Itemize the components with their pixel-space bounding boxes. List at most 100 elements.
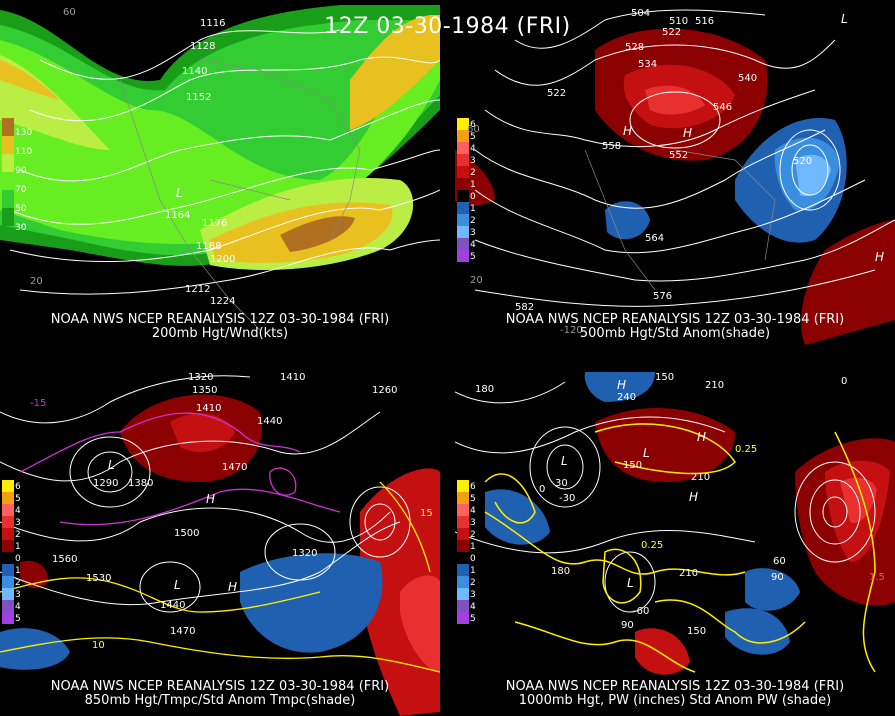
colorbar-850	[2, 480, 14, 624]
high-marker: H	[697, 430, 707, 444]
contour-label: 510	[669, 16, 689, 27]
height-contours-200	[9, 29, 440, 295]
jet-band-ne	[350, 15, 440, 130]
low-marker: L	[561, 454, 568, 468]
contour-label: 1140	[182, 66, 208, 77]
caption-1000: NOAA NWS NCEP REANALYSIS 12Z 03-30-1984 …	[505, 679, 845, 708]
high-marker: H	[683, 126, 693, 140]
temp-label: 15	[420, 508, 433, 519]
contour-label: 0	[841, 376, 848, 387]
temp-label: -15	[30, 398, 47, 409]
warm-anomaly-east-850-core	[400, 575, 440, 672]
coastlines-500	[584, 149, 776, 291]
contour-label: 1560	[52, 554, 78, 565]
contour-label: 1116	[200, 18, 226, 29]
contour-label: 150	[655, 372, 675, 383]
contour-label: 1164	[165, 210, 191, 221]
high-marker: H	[228, 580, 238, 594]
map-500mb	[455, 9, 895, 345]
high-marker: H	[623, 124, 633, 138]
caption-500: NOAA NWS NCEP REANALYSIS 12Z 03-30-1984 …	[505, 312, 845, 341]
contour-label: 150	[623, 460, 643, 471]
colorbar-500	[457, 118, 469, 262]
contour-label: 210	[679, 568, 699, 579]
lat-label: 60	[63, 7, 76, 18]
jet-band-west-core	[0, 60, 60, 100]
pw-label: 0.25	[641, 540, 664, 551]
contour-label: 582	[515, 302, 535, 313]
high-marker: H	[875, 250, 885, 264]
high-marker: H	[689, 490, 699, 504]
contour-label: 1176	[202, 218, 228, 229]
contour-label: 180	[551, 566, 571, 577]
cold-anomaly-west	[605, 201, 650, 240]
contour-label: 1350	[192, 385, 218, 396]
lat-label: 20	[470, 275, 483, 286]
contour-label: -60	[633, 606, 650, 617]
temp-contours-850-warm	[0, 481, 440, 673]
contour-label: 1500	[174, 528, 200, 539]
contour-label: 1470	[170, 626, 196, 637]
jet-core	[280, 216, 355, 252]
height-contours-500	[474, 9, 895, 307]
warm-anomaly-core	[645, 85, 705, 115]
temp-label: 10	[92, 640, 105, 651]
contour-label: 240	[617, 392, 637, 403]
warm-anomaly-se	[801, 220, 895, 345]
contour-label: 576	[653, 291, 673, 302]
cold-anomaly-sw-850	[0, 628, 70, 670]
contour-label: 1224	[210, 296, 236, 307]
contour-label: 1200	[210, 254, 236, 265]
contour-label: 1212	[185, 284, 211, 295]
contour-label: 30	[555, 478, 568, 489]
map-200mb	[0, 5, 440, 331]
contour-label: 1530	[86, 573, 112, 584]
lat-label: 20	[30, 276, 43, 287]
low-marker: L	[841, 12, 848, 26]
height-contours-850	[0, 375, 411, 613]
cold-anomaly-south-1000	[725, 608, 790, 655]
main-title: 12Z 03-30-1984 (FRI)	[324, 14, 571, 39]
contour-label: 210	[691, 472, 711, 483]
caption-850: NOAA NWS NCEP REANALYSIS 12Z 03-30-1984 …	[50, 679, 390, 708]
contour-label: 1440	[257, 416, 283, 427]
low-marker: L	[643, 446, 650, 460]
contour-label: 150	[687, 626, 707, 637]
low-marker: L	[176, 186, 183, 200]
contour-label: 90	[621, 620, 634, 631]
high-marker: H	[206, 492, 216, 506]
low-marker: L	[108, 458, 115, 472]
panel-200mb-height-wind: 130 110 90 70 50 30 1116 1128 1140 1152 …	[0, 0, 440, 345]
cold-anomaly-east-core	[795, 154, 831, 197]
cold-anomaly-north-1000	[584, 372, 655, 402]
contour-label: 1470	[222, 462, 248, 473]
contour-label: 1410	[196, 403, 222, 414]
contour-label: 552	[669, 150, 689, 161]
cold-anomaly-south-850	[240, 553, 383, 653]
contour-label: 1440	[160, 600, 186, 611]
contour-label: 534	[638, 59, 658, 70]
temp-contours-850	[19, 412, 341, 526]
warm-anomaly-south-1000	[635, 628, 690, 675]
contour-label: 1380	[128, 478, 154, 489]
contour-label: 1152	[186, 92, 212, 103]
contour-label: -30	[559, 493, 576, 504]
contour-label: 180	[475, 384, 495, 395]
low-marker: L	[627, 576, 634, 590]
contour-label: 504	[631, 8, 651, 19]
colorbar-200-labels: 130 110 90 70 50 30	[15, 128, 33, 233]
contour-label: 1128	[190, 41, 216, 52]
high-marker: H	[617, 378, 627, 392]
map-1000mb	[455, 372, 895, 675]
contour-label: 210	[705, 380, 725, 391]
cold-anomaly-se-1000	[745, 568, 800, 611]
lon-label: -120	[560, 325, 583, 336]
cold-anomaly-west-1000	[485, 489, 550, 545]
caption-200: NOAA NWS NCEP REANALYSIS 12Z 03-30-1984 …	[50, 312, 390, 341]
lat-label: 60	[467, 124, 480, 135]
contour-label: 1320	[292, 548, 318, 559]
colorbar-200	[2, 118, 14, 226]
